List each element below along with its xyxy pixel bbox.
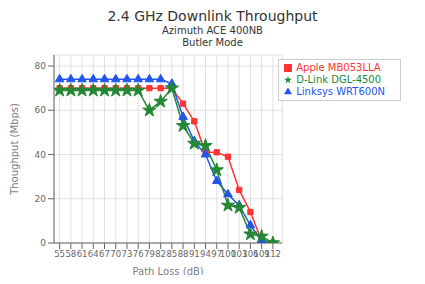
html-text:Azimuth ACE 400NB: Azimuth ACE 400NB xyxy=(162,25,263,36)
svg-text:103: 103 xyxy=(231,249,248,259)
svg-text:70: 70 xyxy=(110,249,121,259)
svg-text:97: 97 xyxy=(211,249,223,259)
svg-text:76: 76 xyxy=(133,249,144,259)
svg-text:88: 88 xyxy=(178,249,189,259)
svg-text:64: 64 xyxy=(88,249,99,259)
svg-text:82: 82 xyxy=(155,249,166,259)
svg-text:112: 112 xyxy=(265,249,281,259)
html-text:Linksys WRT600N: Linksys WRT600N xyxy=(296,86,385,97)
svg-text:61: 61 xyxy=(77,249,88,259)
svg-text:0: 0 xyxy=(40,238,46,248)
svg-text:40: 40 xyxy=(35,150,47,160)
svg-text:20: 20 xyxy=(35,194,47,204)
svg-text:109: 109 xyxy=(253,249,270,259)
html-text:Butler Mode: Butler Mode xyxy=(182,37,243,48)
svg-text:85: 85 xyxy=(166,249,177,259)
svg-text:100: 100 xyxy=(219,249,237,259)
svg-text:79: 79 xyxy=(144,249,155,259)
svg-text:73: 73 xyxy=(122,249,133,259)
html-text:2.4 GHz Downlink Throughput: 2.4 GHz Downlink Throughput xyxy=(107,8,318,24)
svg-text:67: 67 xyxy=(99,249,110,259)
svg-text:60: 60 xyxy=(35,105,47,115)
svg-text:Thoughput (Mbps): Thoughput (Mbps) xyxy=(9,103,20,196)
svg-text:91: 91 xyxy=(189,249,200,259)
svg-text:55: 55 xyxy=(54,249,65,259)
svg-text:58: 58 xyxy=(65,249,76,259)
html-text:D-Link DGL-4500: D-Link DGL-4500 xyxy=(296,74,382,85)
svg-text:94: 94 xyxy=(200,249,211,259)
svg-text:106: 106 xyxy=(242,249,259,259)
svg-text:80: 80 xyxy=(35,61,47,71)
svg-text:Path Loss (dB): Path Loss (dB) xyxy=(132,266,203,275)
html-text:Apple MB053LLA: Apple MB053LLA xyxy=(296,62,381,73)
